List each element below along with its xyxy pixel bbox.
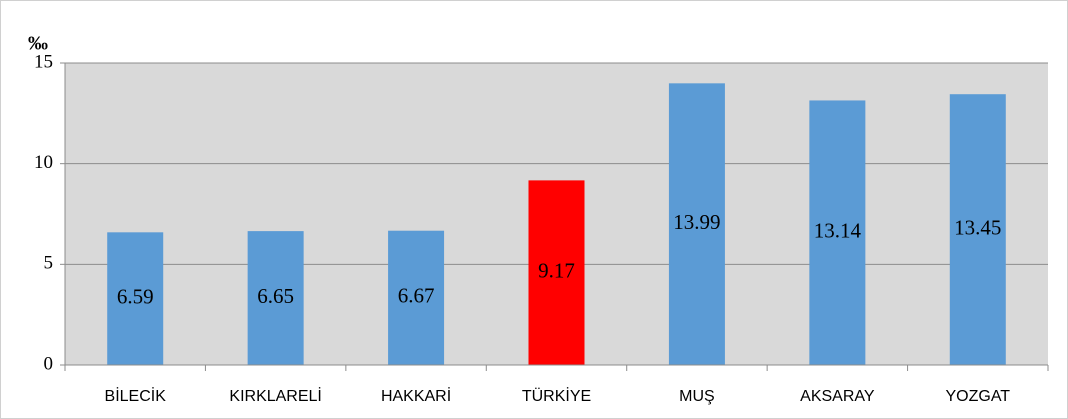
- x-tick-label: BİLECİK: [105, 386, 167, 405]
- x-tick-label: KIRKLARELİ: [229, 386, 321, 405]
- y-tick-label: 10: [34, 152, 53, 173]
- y-tick-label: 0: [44, 353, 54, 374]
- x-tick-label: YOZGAT: [945, 388, 1010, 405]
- data-label: 6.65: [257, 284, 294, 308]
- y-tick-label: 15: [34, 51, 53, 72]
- bar: [247, 231, 304, 365]
- y-tick-label: 5: [44, 253, 54, 274]
- data-label: 13.99: [673, 210, 720, 234]
- x-tick-label: HAKKARİ: [381, 386, 451, 405]
- data-label: 6.59: [117, 284, 154, 308]
- bar: [388, 230, 445, 365]
- data-label: 13.14: [814, 219, 862, 243]
- x-tick-label: MUŞ: [679, 388, 715, 405]
- bar: [949, 94, 1006, 365]
- data-label: 6.67: [398, 284, 435, 308]
- y-axis-label: ‰: [28, 33, 48, 55]
- x-tick-label: AKSARAY: [800, 388, 875, 405]
- data-label: 9.17: [538, 259, 575, 283]
- bar: [809, 100, 866, 365]
- bar: [107, 232, 164, 365]
- bar: [528, 180, 585, 365]
- x-tick-label: TÜRKİYE: [522, 386, 591, 405]
- bar: [668, 83, 725, 366]
- data-label: 13.45: [954, 215, 1001, 239]
